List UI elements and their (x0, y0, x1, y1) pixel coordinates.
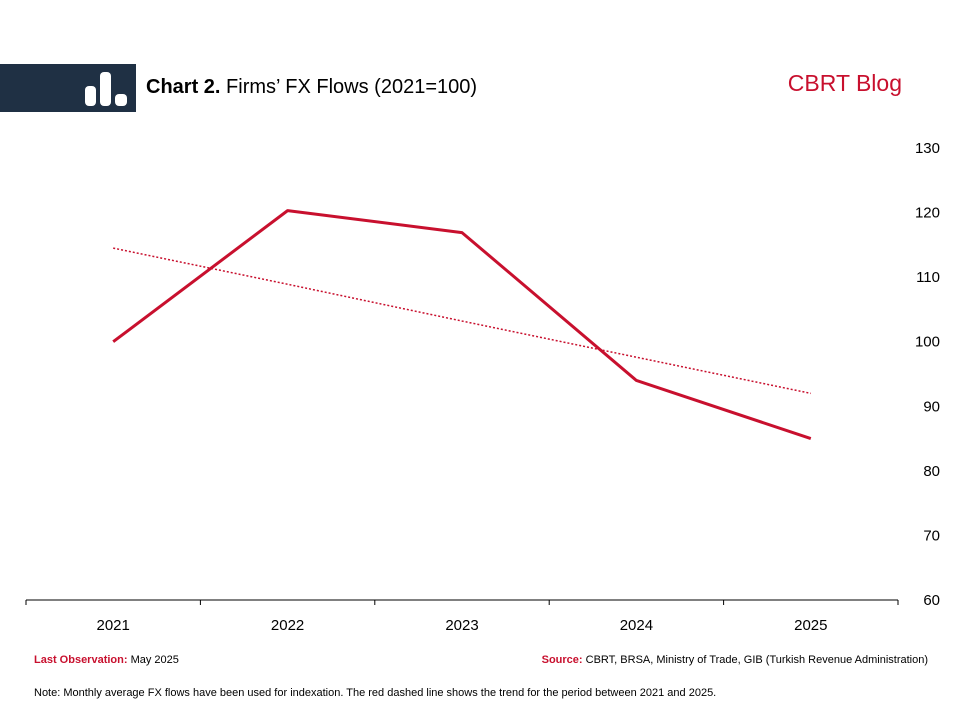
y-tick-label: 80 (923, 463, 940, 480)
x-tick-label: 2023 (445, 617, 478, 634)
y-tick-label: 110 (916, 269, 940, 286)
y-tick-label: 100 (915, 334, 940, 351)
x-tick-label: 2024 (620, 617, 653, 634)
bar-chart-logo-icon (85, 72, 127, 106)
chart-title-unit: (2021=100) (374, 76, 478, 98)
footnote: Note: Monthly average FX flows have been… (34, 687, 717, 699)
source: Source: CBRT, BRSA, Ministry of Trade, G… (542, 654, 928, 666)
x-tick-label: 2021 (97, 617, 130, 634)
y-tick-label: 120 (915, 205, 940, 222)
source-label: Source: (541, 654, 583, 666)
x-tick-label: 2022 (271, 617, 304, 634)
chart-title: Chart 2. Firms’ FX Flows (2021=100) (146, 76, 477, 99)
header-band (0, 64, 136, 112)
brand-name: CBRT Blog (787, 70, 902, 96)
last-observation-value: May 2025 (130, 654, 179, 666)
chart-title-label: Chart 2. (146, 76, 221, 98)
y-tick-label: 60 (923, 592, 940, 609)
y-tick-label: 90 (923, 398, 940, 415)
source-value: CBRT, BRSA, Ministry of Trade, GIB (Turk… (585, 654, 928, 666)
fx-flows-chart: 2021 2022 2023 2024 2025 60 70 80 90 100 110 120 130 (25, 140, 940, 634)
last-observation-label: Last Observation: (34, 654, 128, 666)
fx-flows-line (112, 209, 812, 440)
x-tick-label: 2025 (794, 617, 827, 634)
trend-line (113, 247, 811, 395)
y-tick-label: 130 (915, 140, 940, 157)
y-tick-label: 70 (923, 527, 940, 544)
chart-title-text: Firms’ FX Flows (226, 76, 369, 98)
last-observation: Last Observation: May 2025 (34, 654, 179, 666)
